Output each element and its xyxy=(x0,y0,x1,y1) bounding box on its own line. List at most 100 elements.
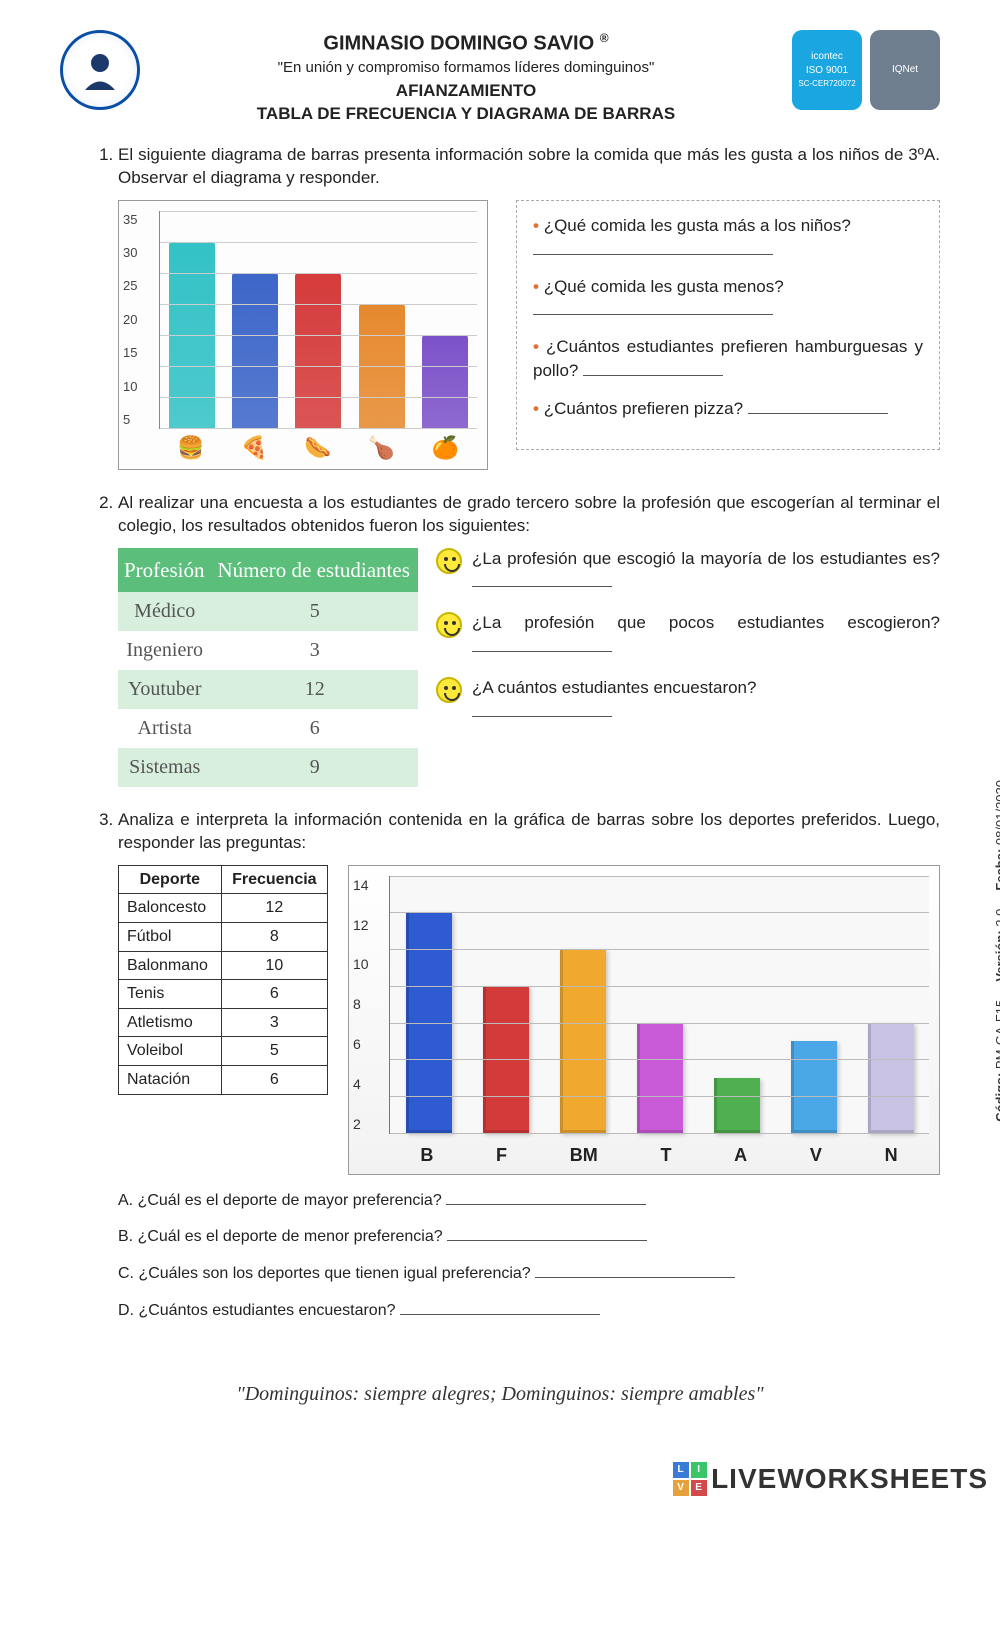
q3a: A. ¿Cuál es el deporte de mayor preferen… xyxy=(118,1192,442,1209)
q2b: ¿La profesión que pocos estudiantes esco… xyxy=(472,613,940,632)
table-row: Natación6 xyxy=(119,1065,328,1094)
watermark-tile: E xyxy=(691,1480,707,1496)
q1a-blank[interactable] xyxy=(533,238,773,255)
chart-bar xyxy=(295,273,341,428)
meta-codigo-lbl: Código: xyxy=(993,1073,1000,1122)
school-logo xyxy=(60,30,140,110)
iso-badge: icontec ISO 9001 SC-CER720072 xyxy=(792,30,862,110)
q1-text: El siguiente diagrama de barras presenta… xyxy=(118,145,940,187)
q2c-blank[interactable] xyxy=(472,700,612,717)
questions-list: El siguiente diagrama de barras presenta… xyxy=(60,144,940,1321)
meta-fecha: 08/01/2020 xyxy=(993,780,1000,845)
page-header: GIMNASIO DOMINGO SAVIO ® "En unión y com… xyxy=(60,30,940,126)
q2b-blank[interactable] xyxy=(472,635,612,652)
footer-motto: "Dominguinos: siempre alegres; Dominguin… xyxy=(60,1381,940,1408)
table-row: Tenis6 xyxy=(119,980,328,1009)
chart-bar xyxy=(232,273,278,428)
smiley-icon xyxy=(436,548,462,574)
q3-table: Deporte Frecuencia Baloncesto12Fútbol8Ba… xyxy=(118,865,328,1095)
chart-xlabel: T xyxy=(660,1143,671,1167)
q3b-blank[interactable] xyxy=(447,1225,647,1241)
watermark-tile: V xyxy=(673,1480,689,1496)
table-row: Médico5 xyxy=(118,592,418,631)
q1a: ¿Qué comida les gusta más a los niños? xyxy=(544,216,851,235)
chart-xlabel: A xyxy=(734,1143,747,1167)
table-row: Sistemas9 xyxy=(118,748,418,787)
iqnet-badge: IQNet xyxy=(870,30,940,110)
chart-bar xyxy=(791,1041,837,1133)
badge-cert-code: SC-CER720072 xyxy=(798,79,855,90)
food-icon: 🌭 xyxy=(304,433,331,463)
watermark-tile: L xyxy=(673,1462,689,1478)
chart-bar xyxy=(637,1023,683,1133)
q3-col2: Frecuencia xyxy=(221,865,327,894)
q3-text: Analiza e interpreta la información cont… xyxy=(118,810,940,852)
q3c-blank[interactable] xyxy=(535,1262,735,1278)
cert-badges: icontec ISO 9001 SC-CER720072 IQNet xyxy=(792,30,940,110)
liveworksheets-watermark: LIVE LIVEWORKSHEETS xyxy=(673,1460,988,1498)
table-row: Youtuber12 xyxy=(118,670,418,709)
chart-xlabel: V xyxy=(810,1143,822,1167)
badge-iqnet-label: IQNet xyxy=(892,63,918,77)
food-icon: 🍊 xyxy=(431,433,458,463)
q2-col2: Número de estudiantes xyxy=(211,548,418,592)
q3d: D. ¿Cuántos estudiantes encuestaron? xyxy=(118,1302,396,1319)
q2-table: Profesión Número de estudiantes Médico5I… xyxy=(118,548,418,787)
watermark-tile: I xyxy=(691,1462,707,1478)
table-row: Balonmano10 xyxy=(119,951,328,980)
chart-xlabel: B xyxy=(420,1143,433,1167)
smiley-icon xyxy=(436,677,462,703)
chart-xlabel: N xyxy=(885,1143,898,1167)
reg-mark: ® xyxy=(600,31,609,45)
table-row: Baloncesto12 xyxy=(119,894,328,923)
smiley-icon xyxy=(436,612,462,638)
badge-iso9001: ISO 9001 xyxy=(806,64,848,78)
school-motto: "En unión y compromiso formamos líderes … xyxy=(152,58,780,78)
doc-title-2: TABLA DE FRECUENCIA Y DIAGRAMA DE BARRAS xyxy=(152,103,780,126)
q3b: B. ¿Cuál es el deporte de menor preferen… xyxy=(118,1228,443,1245)
q3d-blank[interactable] xyxy=(400,1299,600,1315)
q2-text: Al realizar una encuesta a los estudiant… xyxy=(118,493,940,535)
q1b: ¿Qué comida les gusta menos? xyxy=(544,277,784,296)
chart-xlabel: F xyxy=(496,1143,507,1167)
q1b-blank[interactable] xyxy=(533,298,773,315)
doc-meta: Código: PM-GA-F15 Versión: 2.0 Fecha: 08… xyxy=(992,780,1000,1122)
chart-bar xyxy=(422,335,468,428)
table-row: Artista6 xyxy=(118,709,418,748)
chart-bar xyxy=(714,1078,760,1133)
q1-bar-chart: 3530252015105 🍔🍕🌭🍗🍊 xyxy=(118,200,488,470)
q3-col1: Deporte xyxy=(119,865,222,894)
q2-col1: Profesión xyxy=(118,548,211,592)
table-row: Voleibol5 xyxy=(119,1037,328,1066)
table-row: Atletismo3 xyxy=(119,1008,328,1037)
q1c-blank[interactable] xyxy=(583,359,723,376)
q1d: ¿Cuántos prefieren pizza? xyxy=(544,399,743,418)
meta-version-lbl: Versión: xyxy=(993,930,1000,981)
meta-codigo: PM-GA-F15 xyxy=(993,1000,1000,1069)
table-row: Ingeniero3 xyxy=(118,631,418,670)
q3-bar-chart: 1412108642 BFBMTAVN xyxy=(348,865,940,1175)
chart-bar xyxy=(868,1023,914,1133)
header-text: GIMNASIO DOMINGO SAVIO ® "En unión y com… xyxy=(152,30,780,126)
q2-subquestions: ¿La profesión que escogió la mayoría de … xyxy=(436,548,940,743)
table-row: Fútbol8 xyxy=(119,922,328,951)
badge-icontec: icontec xyxy=(811,50,843,64)
q1-subquestions: ¿Qué comida les gusta más a los niños? ¿… xyxy=(516,200,940,451)
question-2: Al realizar una encuesta a los estudiant… xyxy=(118,492,940,787)
q3c: C. ¿Cuáles son los deportes que tienen i… xyxy=(118,1265,531,1282)
chart-xlabel: BM xyxy=(570,1143,598,1167)
food-icon: 🍕 xyxy=(241,433,268,463)
meta-fecha-lbl: Fecha: xyxy=(993,849,1000,891)
doc-title-1: AFIANZAMIENTO xyxy=(152,80,780,103)
question-3: Analiza e interpreta la información cont… xyxy=(118,809,940,1321)
food-icon: 🍔 xyxy=(177,433,204,463)
q2a-blank[interactable] xyxy=(472,570,612,587)
food-icon: 🍗 xyxy=(368,433,395,463)
q1d-blank[interactable] xyxy=(748,397,888,414)
q3a-blank[interactable] xyxy=(446,1189,646,1205)
watermark-text: LIVEWORKSHEETS xyxy=(711,1460,988,1498)
meta-version: 2.0 xyxy=(993,909,1000,927)
chart-bar xyxy=(560,949,606,1133)
q2a: ¿La profesión que escogió la mayoría de … xyxy=(472,549,940,568)
question-1: El siguiente diagrama de barras presenta… xyxy=(118,144,940,470)
